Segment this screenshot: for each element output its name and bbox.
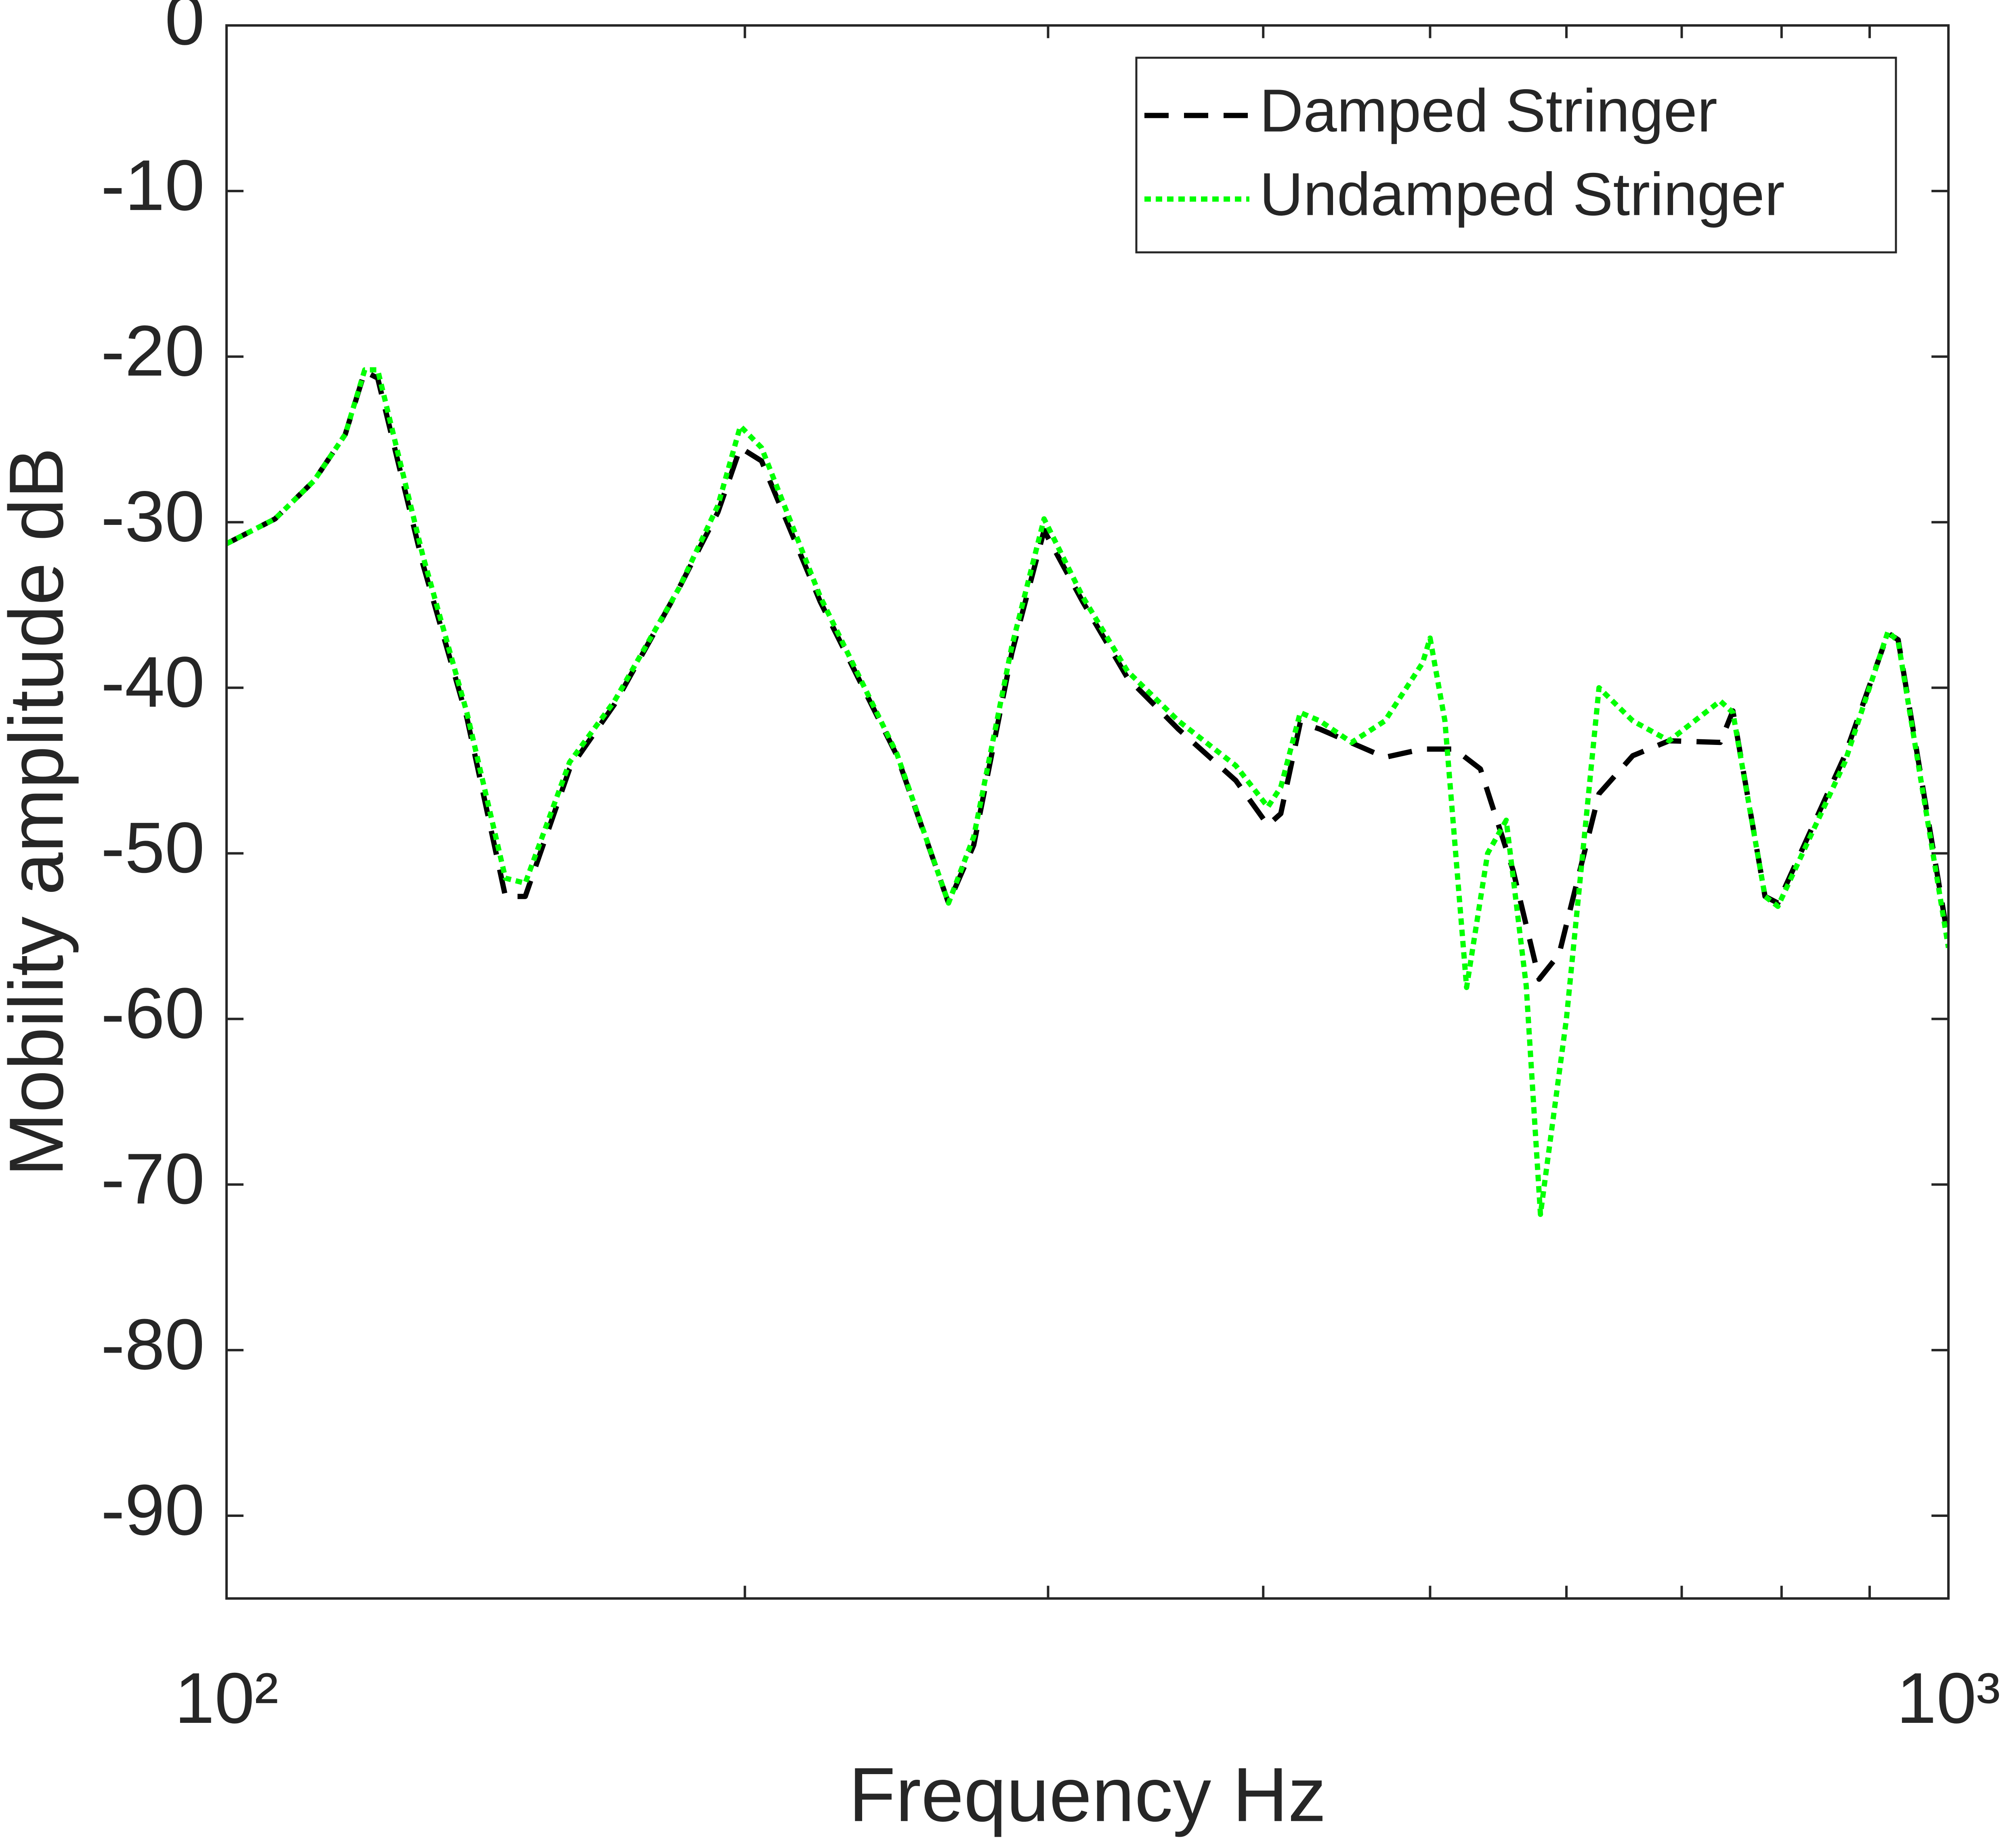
y-tick-label: 0 bbox=[165, 0, 205, 60]
data-line bbox=[227, 367, 1948, 1217]
y-tick-label: -40 bbox=[101, 642, 205, 722]
x-axis-label: Frequency Hz bbox=[849, 1752, 1327, 1838]
y-tick-label: -60 bbox=[101, 973, 205, 1053]
y-tick-label: -50 bbox=[101, 808, 205, 888]
y-tick-label: -20 bbox=[101, 310, 205, 391]
y-tick-label: -70 bbox=[101, 1139, 205, 1219]
x-tick-label: 10² bbox=[174, 1658, 278, 1738]
y-tick-label: -90 bbox=[101, 1470, 205, 1550]
legend-box bbox=[1135, 57, 1897, 254]
data-line bbox=[227, 369, 1948, 982]
y-tick-label: -30 bbox=[101, 476, 205, 556]
legend-label: Undamped Stringer bbox=[1260, 160, 1785, 228]
y-tick-label: -10 bbox=[101, 145, 205, 225]
legend-label: Damped Stringer bbox=[1260, 77, 1717, 145]
plot-lines bbox=[227, 367, 1948, 1217]
y-tick-label: -80 bbox=[101, 1304, 205, 1384]
x-tick-label: 10³ bbox=[1896, 1658, 2000, 1738]
plot-frame bbox=[225, 24, 1950, 1600]
y-axis-label: Mobility amplitude dB bbox=[0, 447, 79, 1177]
